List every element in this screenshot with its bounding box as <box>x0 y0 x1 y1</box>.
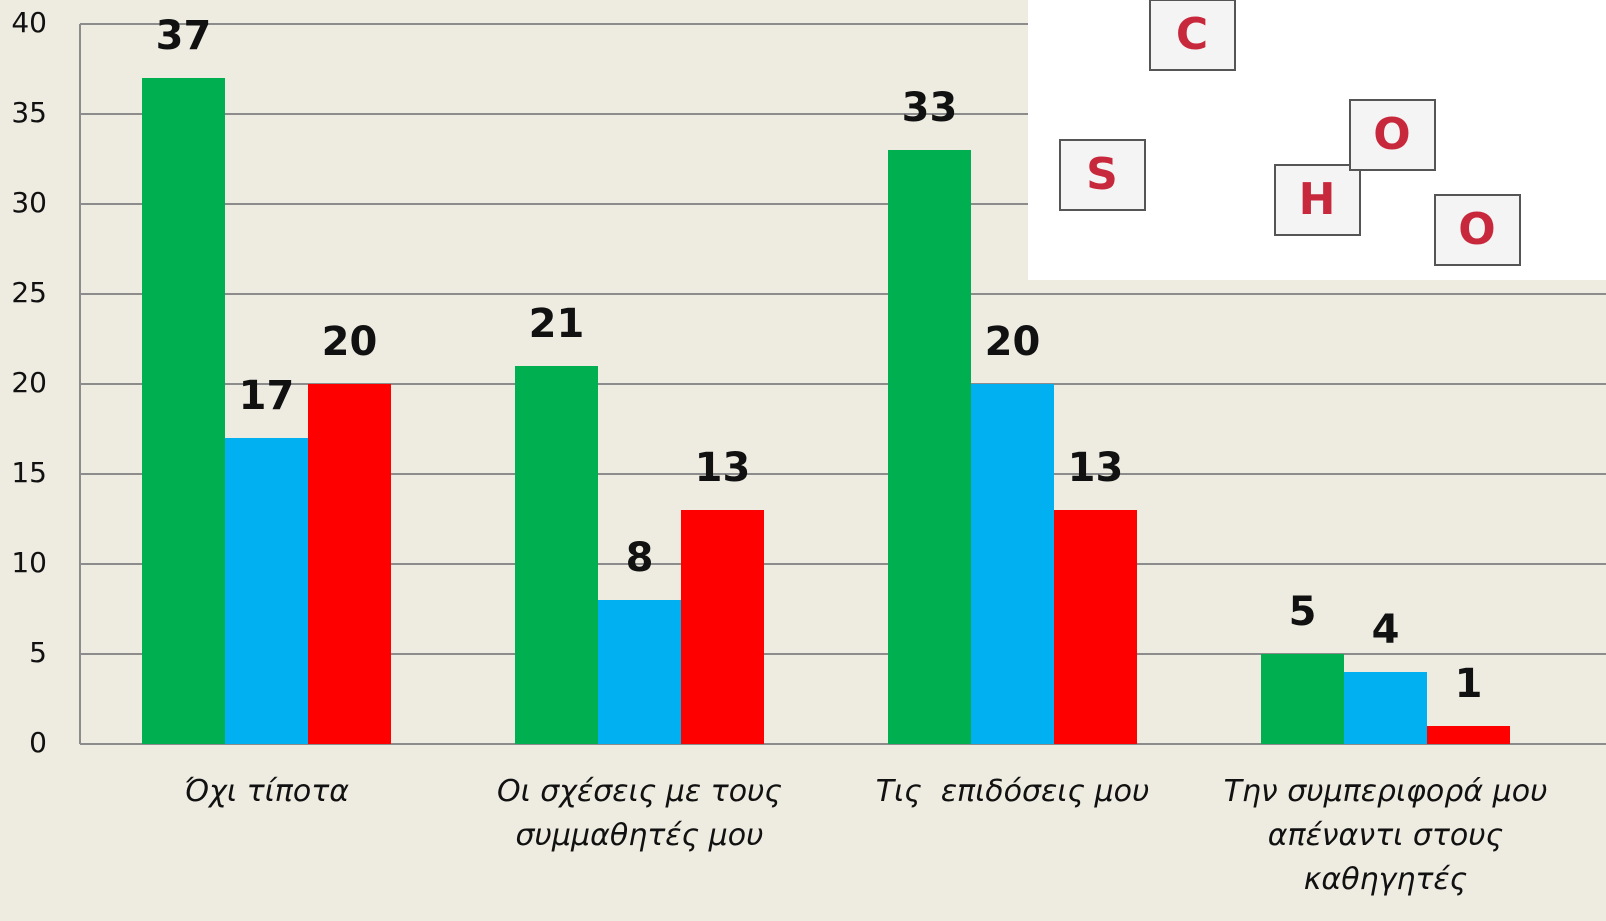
x-tick-label: Τις επιδόσεις μου <box>838 770 1188 814</box>
x-tick-label: Την συμπεριφορά μου απέναντι στους καθηγ… <box>1211 770 1561 902</box>
bar <box>515 366 598 744</box>
data-label: 13 <box>695 445 751 491</box>
bar <box>971 384 1054 744</box>
data-label: 5 <box>1289 589 1317 635</box>
y-tick-label: 35 <box>11 96 47 129</box>
y-tick-label: 25 <box>11 276 47 309</box>
y-tick-label: 40 <box>11 6 47 39</box>
bar <box>888 150 971 744</box>
data-label: 37 <box>156 13 212 59</box>
bar <box>225 438 308 744</box>
bar <box>681 510 764 744</box>
y-tick-label: 20 <box>11 366 47 399</box>
letter: C <box>1176 9 1208 60</box>
data-label: 13 <box>1068 445 1124 491</box>
data-label: 4 <box>1372 607 1400 653</box>
letter: S <box>1086 149 1118 200</box>
bar <box>308 384 391 744</box>
letter: H <box>1299 174 1336 225</box>
x-tick-label: Όχι τίποτα <box>92 770 442 814</box>
bar <box>598 600 681 744</box>
bar <box>1427 726 1510 744</box>
letter: O <box>1458 204 1495 255</box>
bar <box>1261 654 1344 744</box>
data-label: 17 <box>239 373 295 419</box>
bar <box>1054 510 1137 744</box>
data-label: 20 <box>985 319 1041 365</box>
bar <box>1344 672 1427 744</box>
data-label: 20 <box>322 319 378 365</box>
letter: O <box>1373 109 1410 160</box>
x-tick-label: Οι σχέσεις με τους συμμαθητές μου <box>465 770 815 858</box>
y-tick-label: 15 <box>11 456 47 489</box>
page: 051015202530354037172021813332013541SCHO… <box>0 0 1606 921</box>
data-label: 8 <box>626 535 654 581</box>
y-tick-label: 0 <box>29 726 47 759</box>
y-tick-label: 30 <box>11 186 47 219</box>
y-tick-label: 10 <box>11 546 47 579</box>
bar <box>142 78 225 744</box>
y-tick-label: 5 <box>29 636 47 669</box>
data-label: 33 <box>902 85 958 131</box>
data-label: 1 <box>1455 661 1483 707</box>
data-label: 21 <box>529 301 585 347</box>
